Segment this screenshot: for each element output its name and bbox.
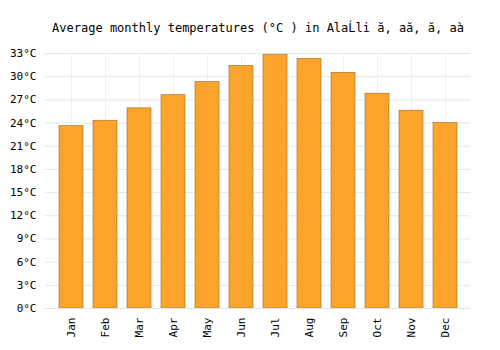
svg-text:18°C: 18°C [10, 163, 37, 176]
svg-text:6°C: 6°C [17, 256, 37, 269]
svg-text:Jun: Jun [235, 318, 248, 338]
svg-text:Sep: Sep [337, 318, 350, 338]
svg-text:Aug: Aug [303, 318, 316, 338]
svg-text:12°C: 12°C [10, 209, 37, 222]
svg-text:30°C: 30°C [10, 70, 37, 83]
svg-text:Apr: Apr [167, 317, 180, 337]
svg-text:Jan: Jan [65, 318, 78, 338]
svg-text:27°C: 27°C [10, 93, 37, 106]
svg-text:3°C: 3°C [17, 279, 37, 292]
svg-text:15°C: 15°C [10, 186, 37, 199]
svg-text:May: May [201, 317, 214, 337]
svg-text:33°C: 33°C [10, 47, 37, 60]
svg-text:Nov: Nov [405, 317, 418, 337]
svg-text:Mar: Mar [133, 317, 146, 337]
svg-text:9°C: 9°C [17, 232, 37, 245]
svg-text:Dec: Dec [439, 318, 452, 338]
svg-text:Oct: Oct [371, 318, 384, 338]
svg-text:21°C: 21°C [10, 140, 37, 153]
svg-text:Feb: Feb [99, 318, 112, 338]
svg-text:Jul: Jul [269, 318, 282, 338]
svg-text:Average monthly temperatures (: Average monthly temperatures (°C ) in Al… [52, 20, 464, 35]
svg-text:24°C: 24°C [10, 117, 37, 130]
svg-text:0°C: 0°C [17, 302, 37, 315]
